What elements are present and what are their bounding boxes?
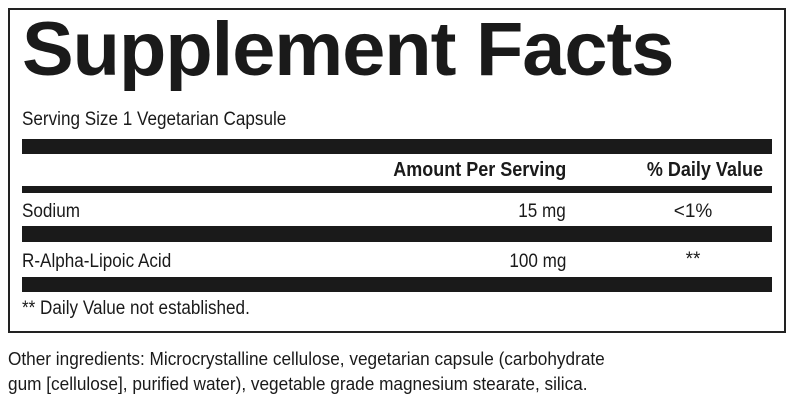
thin-divider [22, 186, 772, 193]
thick-divider [22, 226, 772, 242]
supplement-facts-panel [8, 8, 786, 333]
other-ingredients-line: gum [cellulose], purified water), vegeta… [8, 373, 588, 394]
nutrient-amount: 100 mg [508, 251, 566, 272]
other-ingredients-line: Other ingredients: Microcrystalline cell… [8, 348, 605, 369]
footnote: ** Daily Value not established. [22, 298, 250, 319]
panel-title: Supplement Facts [22, 7, 674, 92]
nutrient-daily-value: <1% [673, 201, 713, 222]
nutrient-amount: 15 mg [518, 201, 566, 222]
thick-divider [22, 277, 772, 292]
serving-size: Serving Size 1 Vegetarian Capsule [22, 109, 287, 130]
nutrient-name: Sodium [22, 201, 80, 222]
thick-divider [22, 139, 772, 154]
amount-header: Amount Per Serving [392, 159, 566, 181]
daily-value-header: % Daily Value [646, 159, 763, 181]
nutrient-name: R-Alpha-Lipoic Acid [22, 251, 172, 272]
nutrient-daily-value: ** [685, 249, 701, 270]
